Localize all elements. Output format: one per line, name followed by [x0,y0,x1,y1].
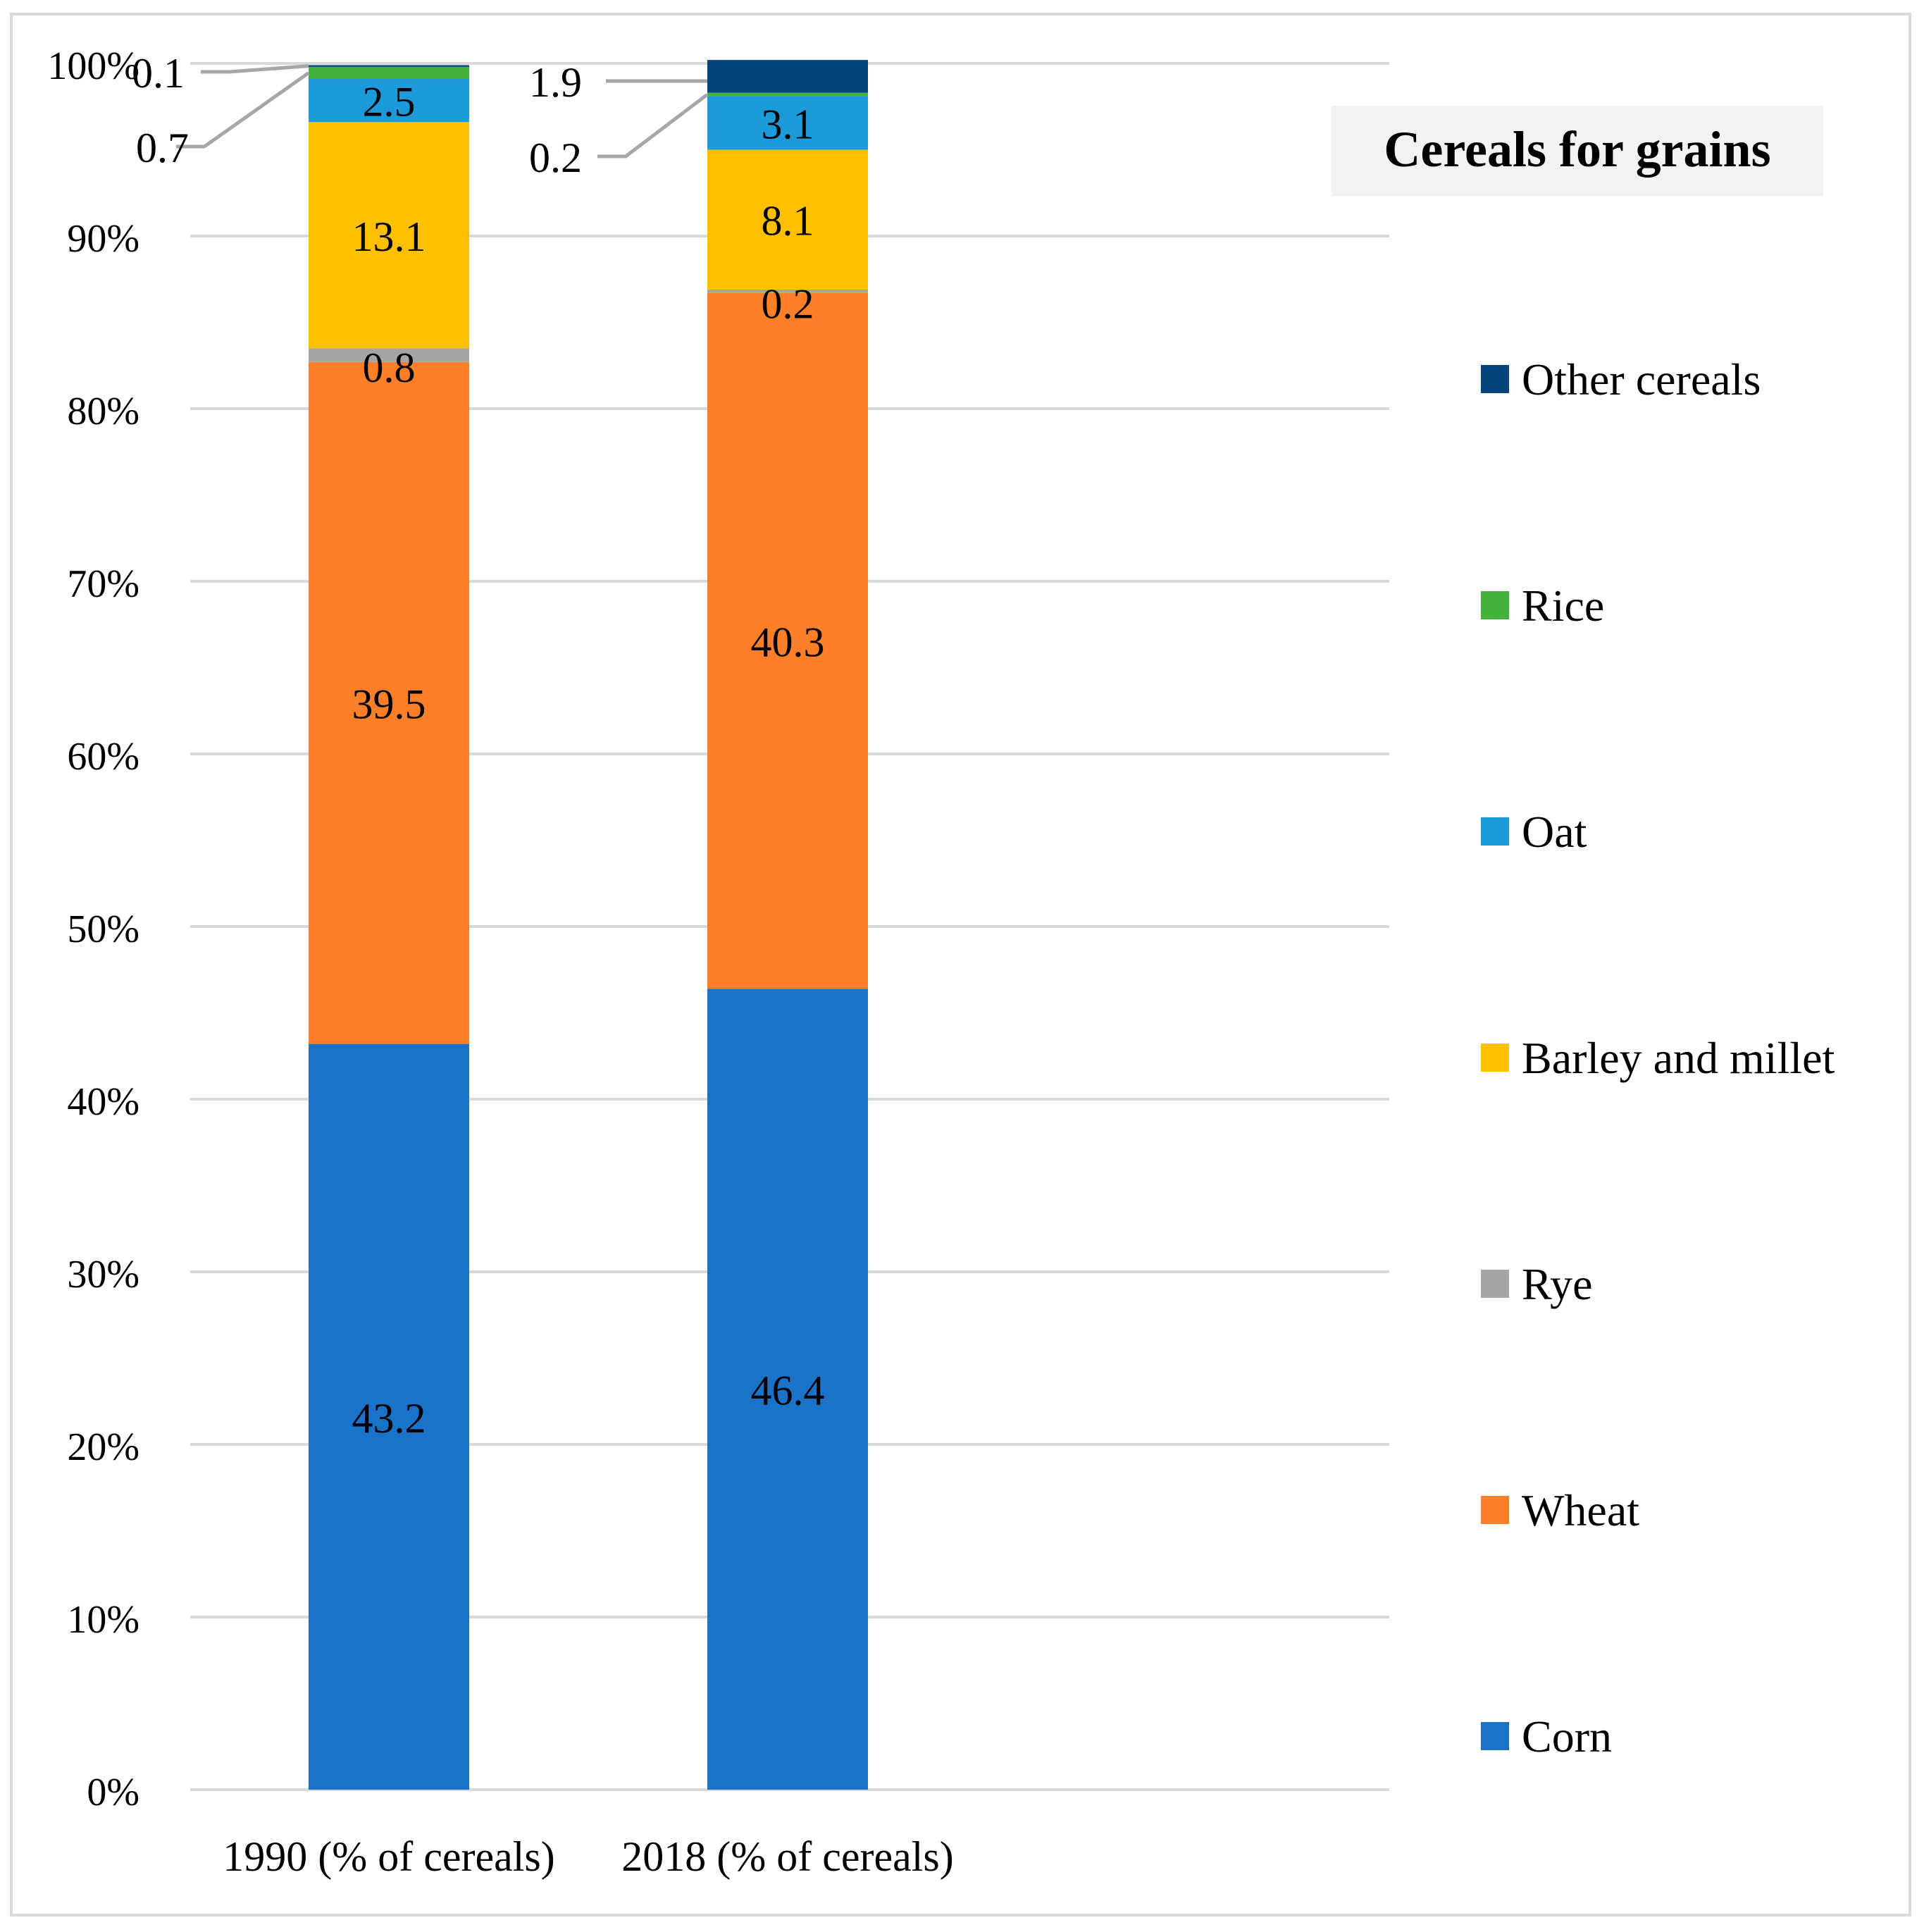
bar-segment-oat [707,96,868,150]
legend-label: Rice [1522,581,1604,631]
leader-line [176,71,310,149]
bar-segment-rye [309,348,469,362]
bar-segment-rice [707,92,868,97]
legend-label: Corn [1522,1711,1612,1761]
data-label: 3.1 [762,101,814,148]
bar-segment-oat [309,79,469,123]
legend: Cereals for grains Other cereals Rice Oat B… [1332,106,1835,1761]
legend-swatch [1481,817,1509,846]
legend-label: Oat [1522,807,1587,857]
legend-swatch [1481,1496,1509,1524]
data-label: 0.8 [363,345,416,391]
legend-title-background [1332,106,1823,196]
legend-swatch [1481,1044,1509,1072]
data-label: 1.9 [529,59,582,106]
y-tick-label: 40% [67,1080,139,1124]
y-tick-label: 50% [67,908,139,951]
bar-segment-rye [707,289,868,293]
legend-title: Cereals for grains [1384,121,1770,178]
leader-line [597,93,709,159]
data-label: 0.7 [136,125,189,171]
data-label: 0.2 [762,280,814,327]
y-tick-label: 30% [67,1253,139,1296]
data-label: 0.1 [132,50,185,97]
bar-segment-corn [707,989,868,1790]
bar-segment-rice [309,66,469,80]
x-category-label: 2018 (% of cereals) [621,1833,953,1880]
data-label: 13.1 [352,213,426,260]
y-tick-label: 60% [67,735,139,779]
data-label: 46.4 [751,1368,825,1414]
y-tick-label: 90% [67,217,139,261]
bars [309,60,868,1790]
data-label: 8.1 [762,198,814,244]
data-labels: 43.2 39.5 0.8 13.1 2.5 0.7 0.1 46.4 40.3 0.2 8.1 3.… [132,50,825,1442]
data-label: 40.3 [751,619,825,666]
legend-swatch [1481,591,1509,619]
x-axis-category-labels: 1990 (% of cereals) 2018 (% of cereals) [223,1833,953,1880]
data-label: 0.2 [529,135,582,181]
legend-label: Rye [1522,1259,1593,1309]
legend-label: Wheat [1522,1485,1639,1535]
x-category-label: 1990 (% of cereals) [223,1833,554,1880]
legend-label: Barley and millet [1522,1033,1835,1083]
leader-line [201,64,309,74]
legend-swatch [1481,365,1509,393]
legend-swatch [1481,1270,1509,1298]
y-tick-label: 10% [67,1598,139,1642]
y-tick-label: 100% [47,44,139,88]
bar-segment-other-cereals [309,65,469,67]
y-tick-label: 20% [67,1425,139,1469]
y-axis-tick-labels: 0% 10% 20% 30% 40% 50% 60% 70% 80% 90% 100% [47,44,139,1814]
bar-segment-wheat [309,361,469,1044]
bar-segment-barley-and-millet [707,149,868,290]
bar-segment-barley-and-millet [309,122,469,349]
data-label: 39.5 [352,681,426,728]
data-label: 43.2 [352,1395,426,1442]
y-tick-label: 70% [67,562,139,606]
legend-swatch [1481,1722,1509,1750]
data-label: 2.5 [363,79,416,125]
y-tick-label: 0% [87,1771,139,1814]
bar-segment-other-cereals [707,60,868,93]
bar-segment-wheat [707,292,868,989]
bar-segment-corn [309,1044,469,1790]
y-tick-label: 80% [67,390,139,433]
legend-label: Other cereals [1522,354,1761,404]
